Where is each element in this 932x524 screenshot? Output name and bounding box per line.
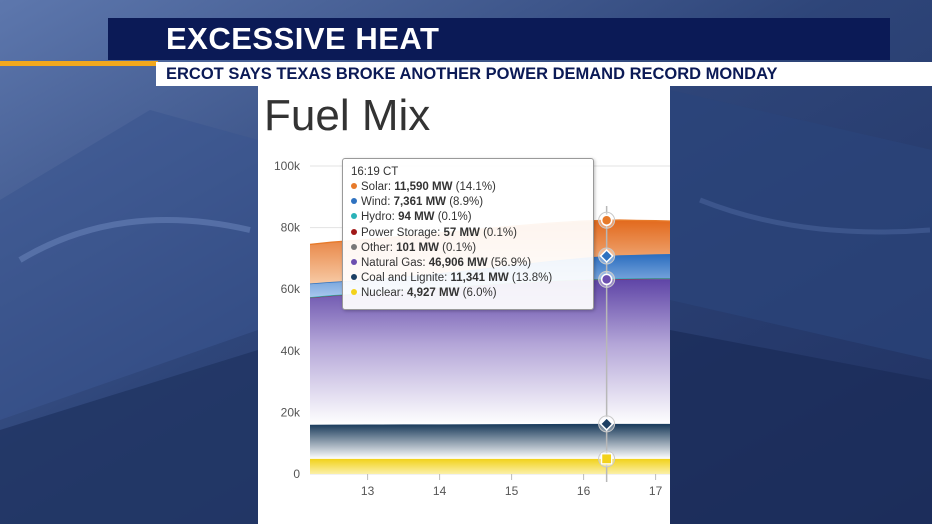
tooltip-row: Hydro: 94 MW (0.1%): [351, 210, 585, 225]
y-tick-label: 60k: [281, 282, 301, 296]
y-tick-label: 20k: [281, 405, 301, 419]
hover-point-natural-gas: [600, 273, 613, 286]
tooltip-series-value: 4,927 MW: [407, 287, 460, 300]
tooltip-series-name: Natural Gas:: [361, 256, 429, 269]
banner-title: EXCESSIVE HEAT: [108, 18, 890, 60]
legend-dot: [351, 258, 357, 265]
tooltip-series-name: Other:: [361, 241, 397, 254]
y-tick-label: 80k: [281, 221, 301, 235]
x-tick-label: 13: [361, 484, 375, 498]
tooltip-series-value: 101 MW: [396, 241, 439, 254]
tooltip-rows: Solar: 11,590 MW (14.1%) Wind: 7,361 MW (…: [351, 180, 585, 302]
banner-subtitle: ERCOT SAYS TEXAS BROKE ANOTHER POWER DEM…: [156, 62, 932, 86]
tooltip-series-name: Solar:: [361, 181, 395, 193]
tooltip-time: 16:19 CT: [351, 166, 399, 178]
tooltip-row: Solar: 11,590 MW (14.1%): [351, 180, 585, 195]
tooltip-series-percent: (6.0%): [459, 287, 497, 300]
tooltip-series-percent: (13.8%): [508, 272, 553, 285]
hover-point-nuclear: [601, 453, 613, 465]
legend-dot: [351, 243, 357, 250]
y-tick-label: 100k: [274, 159, 301, 173]
axes: 0 20k 40k 60k 80k 100k 13 14 15 16 17: [274, 159, 663, 498]
legend-dot: [351, 198, 357, 205]
chart-tooltip: 16:19 CT Solar: 11,590 MW (14.1%) Wind: 7…: [342, 158, 594, 310]
area-nuclear: [310, 458, 670, 474]
tooltip-series-value: 11,590 MW: [394, 181, 453, 193]
tooltip-row: Coal and Lignite: 11,341 MW (13.8%): [351, 271, 585, 286]
tooltip-series-name: Power Storage:: [361, 226, 444, 239]
tooltip-series-value: 46,906 MW: [428, 256, 488, 269]
tooltip-row: Power Storage: 57 MW (0.1%): [351, 226, 585, 241]
x-tick-label: 15: [505, 484, 519, 498]
tooltip-series-percent: (8.9%): [446, 196, 484, 209]
tooltip-series-value: 57 MW: [443, 226, 480, 239]
x-tick-label: 14: [433, 484, 447, 498]
tooltip-row: Natural Gas: 46,906 MW (56.9%): [351, 256, 585, 271]
hover-point-solar: [600, 214, 613, 227]
legend-dot: [351, 228, 357, 235]
legend-dot: [351, 289, 357, 296]
tooltip-series-name: Coal and Lignite:: [361, 272, 451, 285]
legend-dot: [351, 274, 357, 281]
tooltip-series-value: 7,361 MW: [393, 196, 447, 209]
hover-markers: [598, 206, 616, 482]
tooltip-row: Nuclear: 4,927 MW (6.0%): [351, 286, 585, 301]
legend-dot: [351, 183, 357, 189]
y-tick-label: 40k: [281, 344, 301, 358]
hover-point-wind: [599, 248, 614, 264]
tooltip-series-name: Hydro:: [361, 211, 399, 224]
tooltip-series-percent: (56.9%): [487, 256, 532, 269]
area-coal-and-lignite: [310, 423, 670, 459]
tooltip-series-percent: (14.1%): [452, 181, 496, 193]
y-tick-label: 0: [293, 467, 300, 481]
tooltip-row: Wind: 7,361 MW (8.9%): [351, 195, 585, 210]
legend-dot: [351, 213, 357, 220]
tooltip-series-percent: (0.1%): [434, 211, 472, 224]
x-tick-label: 16: [577, 484, 591, 498]
tooltip-series-value: 94 MW: [398, 211, 435, 224]
tooltip-series-percent: (0.1%): [438, 241, 477, 254]
area-natural-gas: [310, 278, 670, 425]
tooltip-series-name: Wind:: [361, 196, 394, 209]
tooltip-series-value: 11,341 MW: [450, 272, 509, 285]
tooltip-series-percent: (0.1%): [479, 226, 517, 239]
tooltip-row: Other: 101 MW (0.1%): [351, 241, 585, 256]
hover-point-coal-and-lignite: [599, 416, 614, 431]
chart-title: Fuel Mix: [264, 91, 430, 140]
x-tick-label: 17: [649, 484, 663, 498]
tooltip-series-name: Nuclear:: [361, 287, 408, 300]
banner-accent-bar: [0, 61, 158, 66]
